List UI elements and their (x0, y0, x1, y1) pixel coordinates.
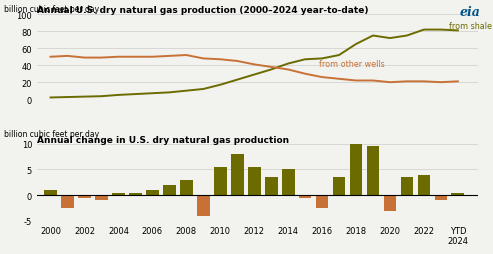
Bar (316, 195, 328, 208)
Bar (299, 195, 312, 198)
Text: Annual U.S. dry natural gas production (2000–2024 year-to-date): Annual U.S. dry natural gas production (… (37, 6, 368, 15)
Bar (95, 195, 108, 200)
Bar (265, 178, 278, 195)
Text: from shale formations: from shale formations (449, 22, 493, 30)
Text: Annual change in U.S. dry natural gas production: Annual change in U.S. dry natural gas pr… (37, 135, 289, 144)
Bar (333, 178, 346, 195)
Bar (282, 170, 294, 195)
Bar (434, 195, 447, 200)
Text: billion cubic feet per day: billion cubic feet per day (4, 5, 99, 14)
Bar (452, 193, 464, 195)
Bar (384, 195, 396, 211)
Bar (197, 195, 210, 216)
Bar (61, 195, 74, 208)
Text: from other wells: from other wells (318, 59, 385, 69)
Bar (418, 175, 430, 195)
Bar (350, 144, 362, 195)
Text: billion cubic feet per day: billion cubic feet per day (4, 129, 99, 138)
Bar (367, 147, 379, 195)
Bar (180, 180, 193, 195)
Bar (401, 178, 413, 195)
Bar (248, 167, 261, 195)
Bar (44, 190, 57, 195)
Bar (112, 193, 125, 195)
Bar (78, 195, 91, 198)
Bar (231, 154, 244, 195)
Bar (214, 167, 227, 195)
Bar (129, 193, 142, 195)
Text: eia: eia (460, 6, 481, 19)
Bar (163, 185, 176, 195)
Bar (146, 190, 159, 195)
